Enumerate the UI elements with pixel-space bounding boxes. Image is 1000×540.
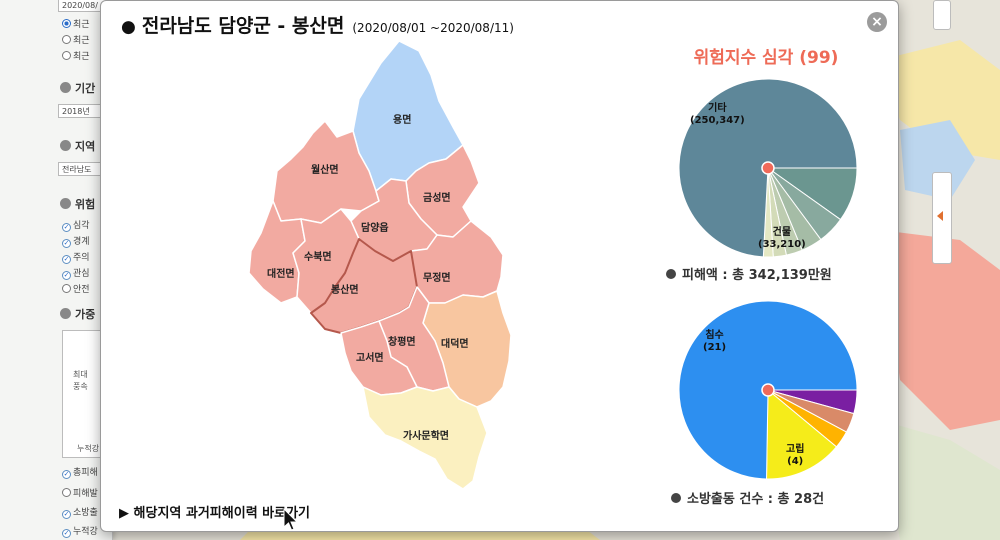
chevron-icon bbox=[60, 308, 71, 319]
region-label: 월산면 bbox=[311, 165, 339, 176]
mouse-cursor-icon bbox=[283, 508, 299, 531]
risk-check-5[interactable]: 안전 bbox=[62, 282, 90, 295]
damage-pie-center-dot bbox=[761, 161, 775, 175]
close-button[interactable]: × bbox=[867, 12, 887, 32]
popup-title: ● 전라남도 담양군 - 봉산면 (2020/08/01 ~2020/08/11) bbox=[121, 11, 514, 38]
region-detail-popup: ● 전라남도 담양군 - 봉산면 (2020/08/01 ~2020/08/11) … bbox=[100, 0, 899, 532]
section-region-header[interactable]: 지역 bbox=[60, 138, 95, 154]
region-label: 창평면 bbox=[388, 337, 416, 348]
chart-label-max: 최대 bbox=[73, 370, 88, 379]
chart-label-cum: 누적강 bbox=[77, 444, 100, 453]
arrow-left-icon bbox=[937, 211, 943, 221]
bottom-check-3[interactable]: ✓ 소방출 bbox=[62, 508, 98, 519]
dispatch-summary: 소방출동 건수 : 총 28건 bbox=[671, 488, 824, 507]
bullet-icon bbox=[666, 269, 676, 279]
pie2-label-flood: 침수 (21) bbox=[703, 330, 727, 353]
risk-check-1[interactable]: ✓ 심각 bbox=[62, 221, 90, 232]
region-label: 대덕면 bbox=[441, 339, 469, 350]
bullet-icon bbox=[671, 493, 681, 503]
section-period-header[interactable]: 기간 bbox=[60, 80, 95, 96]
region-label: 무정면 bbox=[423, 273, 451, 284]
popup-period: (2020/08/01 ~2020/08/11) bbox=[352, 21, 514, 35]
region-label: 담양읍 bbox=[361, 223, 389, 234]
risk-check-2[interactable]: ✓ 경계 bbox=[62, 237, 90, 248]
region-wolsanmyeon[interactable] bbox=[272, 120, 380, 224]
chevron-icon bbox=[60, 82, 71, 93]
damage-summary: 피해액 : 총 342,139만원 bbox=[666, 264, 832, 283]
pie2-label-isolation: 고립 (4) bbox=[786, 444, 805, 467]
history-link[interactable]: ▶ 해당지역 과거피해이력 바로가기 bbox=[119, 506, 311, 521]
pie1-label-other: 기타 (250,347) bbox=[690, 103, 745, 126]
side-panel: 2020/08/ 최근 최근 최근 기간 2018년 지역 전라남도 위험 ✓ 심… bbox=[0, 0, 118, 540]
risk-check-3[interactable]: ✓ 주의 bbox=[62, 253, 90, 264]
region-label: 고서면 bbox=[356, 353, 384, 364]
bullet-icon: ● bbox=[121, 17, 136, 37]
period-radio-2[interactable]: 최근 bbox=[62, 33, 90, 46]
risk-check-4[interactable]: ✓ 관심 bbox=[62, 269, 90, 280]
region-label: 봉산면 bbox=[331, 285, 359, 296]
region-label: 용면 bbox=[393, 115, 412, 126]
panel-toggle-button[interactable] bbox=[932, 172, 952, 264]
map-tool-button[interactable] bbox=[933, 0, 951, 30]
dispatch-pie-center-dot bbox=[761, 383, 775, 397]
chevron-icon bbox=[60, 140, 71, 151]
section-value-header[interactable]: 가중 bbox=[60, 306, 95, 322]
period-radio-1[interactable]: 최근 bbox=[62, 17, 90, 30]
risk-index-text: 위험지수 심각 (99) bbox=[693, 48, 839, 68]
fire-dispatch-pie-chart bbox=[678, 300, 858, 480]
bottom-check-2[interactable]: 피해발 bbox=[62, 486, 98, 499]
region-label: 대전면 bbox=[267, 269, 295, 280]
damage-pie-chart bbox=[678, 78, 858, 258]
pie1-label-building: 건물 (33,210) bbox=[758, 227, 806, 250]
chevron-icon bbox=[60, 198, 71, 209]
district-map bbox=[248, 41, 512, 490]
section-risk-header[interactable]: 위험 bbox=[60, 196, 95, 212]
bottom-check-1[interactable]: ✓ 총피해 bbox=[62, 468, 98, 479]
chart-label-wind: 풍속 bbox=[73, 382, 88, 391]
dispatch-pie-slice-3[interactable] bbox=[765, 388, 838, 480]
bottom-check-4[interactable]: ✓ 누적강 bbox=[62, 527, 98, 538]
region-label: 수북면 bbox=[304, 252, 332, 263]
period-radio-3[interactable]: 최근 bbox=[62, 49, 90, 62]
popup-title-text: 전라남도 담양군 - 봉산면 bbox=[141, 15, 345, 37]
region-label: 금성면 bbox=[423, 193, 451, 204]
region-label: 가사문학면 bbox=[403, 431, 449, 442]
region-gasamunhakmyeon[interactable] bbox=[362, 386, 488, 490]
